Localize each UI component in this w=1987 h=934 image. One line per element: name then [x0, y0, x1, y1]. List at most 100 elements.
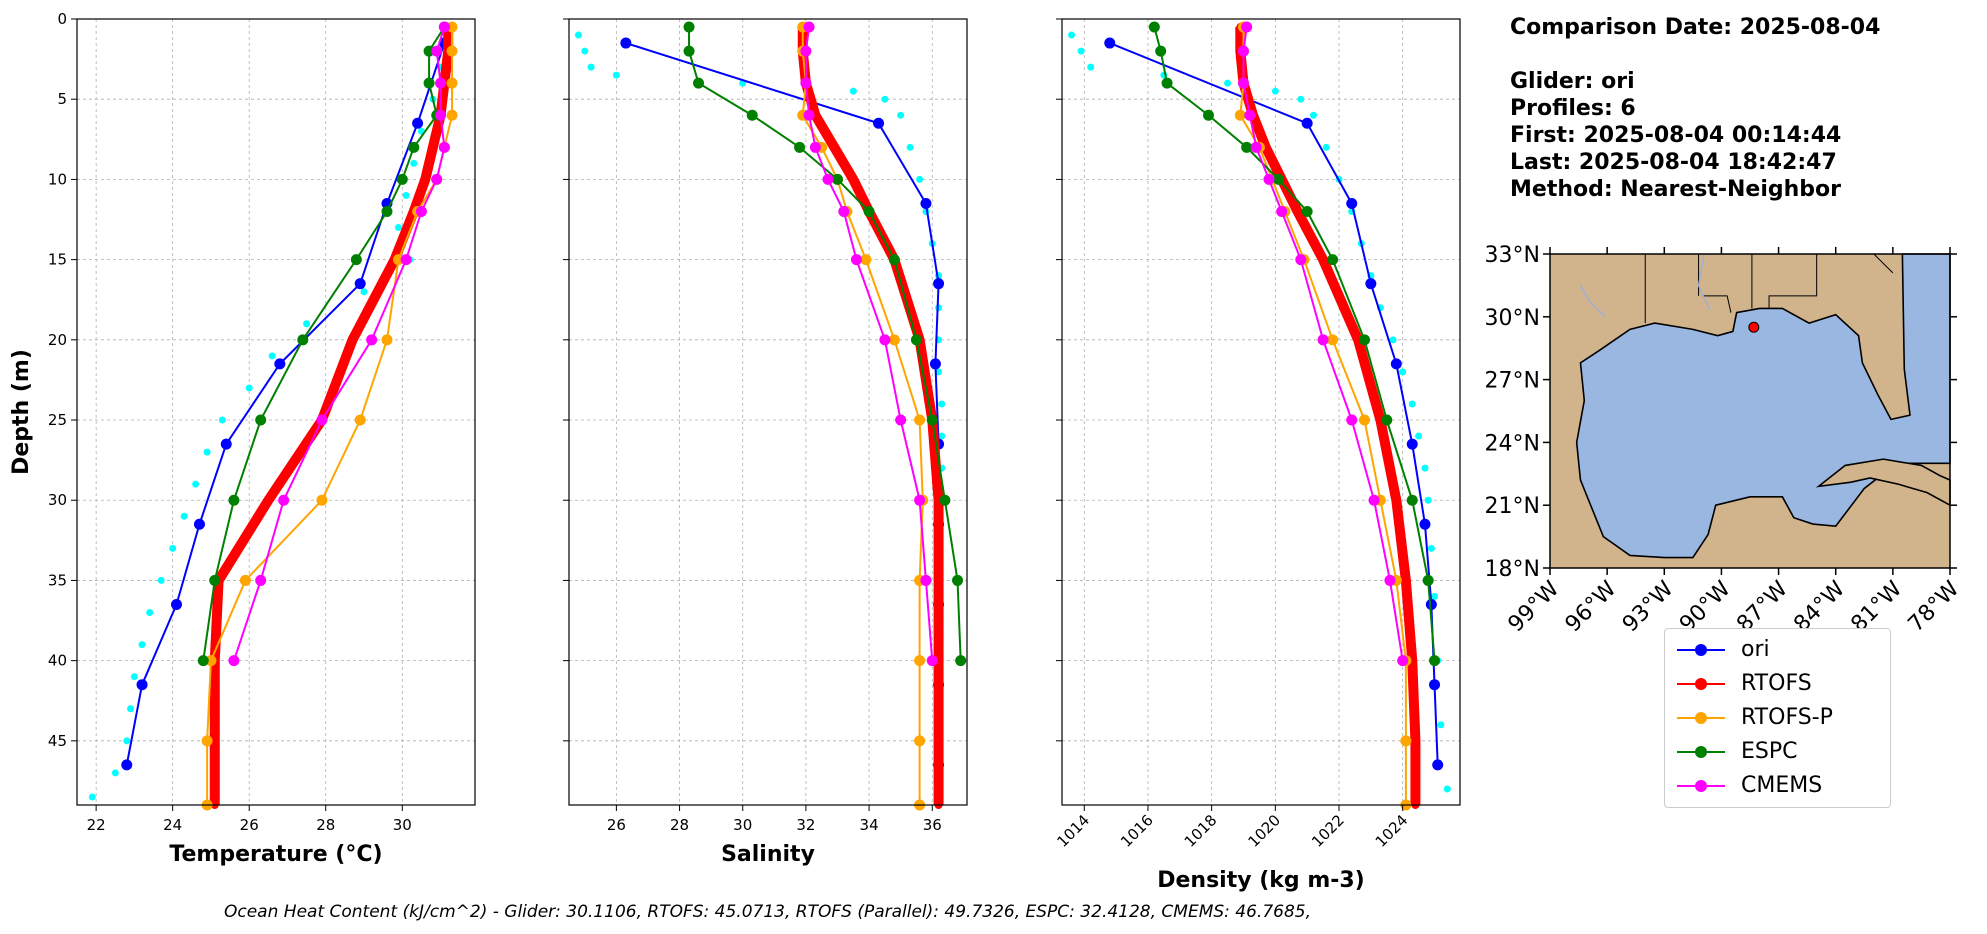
series-point: [1276, 205, 1288, 217]
legend-label: CMEMS: [1741, 773, 1823, 798]
series-point: [1429, 679, 1441, 691]
observation-point: [938, 432, 946, 440]
lat-label: 18°N: [1485, 557, 1540, 582]
series-point: [1293, 207, 1302, 216]
series-point: [831, 173, 843, 185]
series-point: [1319, 255, 1328, 264]
x-tick-label: 24: [163, 816, 182, 834]
series-point: [1241, 21, 1253, 33]
series-point: [1406, 438, 1418, 450]
x-tick-label: 22: [87, 816, 106, 834]
series-point: [421, 175, 430, 184]
observation-point: [1224, 79, 1232, 87]
series-point: [888, 254, 900, 266]
legend-label: RTOFS-P: [1741, 705, 1833, 730]
series-point: [1244, 109, 1256, 121]
observation-point: [111, 769, 119, 777]
series-point: [809, 141, 821, 153]
series-point: [955, 655, 967, 667]
x-tick-label: 36: [923, 816, 942, 834]
series-point: [348, 335, 357, 344]
legend-swatch-marker: [1695, 746, 1707, 758]
series-point: [408, 141, 420, 153]
series-point: [392, 254, 404, 266]
series-point: [914, 494, 926, 506]
series-point: [952, 574, 964, 586]
series-point: [1346, 414, 1358, 426]
glider-observations: [574, 31, 946, 793]
series-point: [354, 278, 366, 290]
axes-frame: [76, 18, 476, 806]
x-axis-label: Temperature (°C): [169, 842, 382, 867]
series-cmems: [228, 21, 450, 667]
series-point: [438, 141, 450, 153]
x-tick-label: 1024: [1372, 811, 1412, 851]
observation-point: [1087, 63, 1095, 71]
series-point: [1365, 278, 1377, 290]
lon-label: 99°W: [1504, 576, 1565, 637]
series-point: [255, 574, 267, 586]
axes-frame: [568, 18, 968, 806]
river: [1579, 285, 1606, 318]
axes-frame: [1061, 18, 1461, 806]
series-point: [1384, 574, 1396, 586]
series-line: [625, 42, 940, 765]
lat-label: 21°N: [1485, 494, 1540, 519]
series-rtofs: [209, 23, 454, 809]
series-point: [849, 175, 858, 184]
series-point: [920, 197, 932, 209]
observation-point: [146, 609, 154, 617]
series-point: [210, 736, 219, 745]
ohc-footer: Ocean Heat Content (kJ/cm^2) - Glider: 3…: [224, 902, 1311, 922]
series-point: [228, 494, 240, 506]
first-time: First: 2025-08-04 00:14:44: [1510, 123, 1842, 148]
x-tick-label: 26: [607, 816, 626, 834]
lon-label: 78°W: [1904, 576, 1965, 637]
series-line: [1109, 42, 1439, 765]
series-point: [121, 759, 133, 771]
y-tick-label: 15: [48, 251, 67, 269]
series-point: [1295, 254, 1307, 266]
legend-item-rtofs: RTOFS: [1671, 669, 1881, 699]
series-point: [1241, 141, 1253, 153]
series-point: [1234, 109, 1246, 121]
series-point: [171, 598, 182, 610]
observation-point: [123, 737, 131, 745]
series-point: [400, 254, 412, 266]
series-point: [423, 77, 435, 89]
observation-point: [218, 416, 226, 424]
series-point: [934, 736, 943, 745]
series-point: [1358, 334, 1370, 346]
series-cmems: [800, 21, 938, 667]
series-point: [860, 254, 872, 266]
state-border: [1873, 253, 1894, 274]
profile-count: Profiles: 6: [1510, 96, 1636, 121]
series-rtofs-p: [797, 21, 929, 811]
series-point: [895, 414, 907, 426]
series-point: [879, 334, 891, 346]
series-point: [1368, 494, 1380, 506]
series-point: [1155, 45, 1167, 57]
series-point: [693, 77, 705, 89]
series-point: [830, 143, 839, 152]
series-point: [914, 414, 926, 426]
series-point: [1358, 414, 1370, 426]
y-tick-label: 30: [48, 491, 67, 509]
series-point: [209, 574, 221, 586]
series-point: [1148, 21, 1160, 33]
observation-point: [881, 95, 889, 103]
series-point: [412, 117, 424, 129]
series-point: [1425, 598, 1437, 610]
series-point: [803, 109, 815, 121]
river: [1697, 253, 1711, 311]
observation-point: [1068, 31, 1076, 39]
series-point: [1346, 197, 1358, 209]
x-tick-label: 32: [796, 816, 815, 834]
series-point: [683, 45, 695, 57]
legend-item-ori: ori: [1671, 635, 1881, 665]
series-line: [125, 42, 446, 766]
lat-label: 33°N: [1485, 243, 1540, 268]
series-point: [1400, 735, 1412, 747]
temperature-panel: 22 24 26 28 30 0 5 10 15 20 25 30 35 40 45 Temperature …: [9, 10, 476, 867]
observation-point: [938, 400, 946, 408]
